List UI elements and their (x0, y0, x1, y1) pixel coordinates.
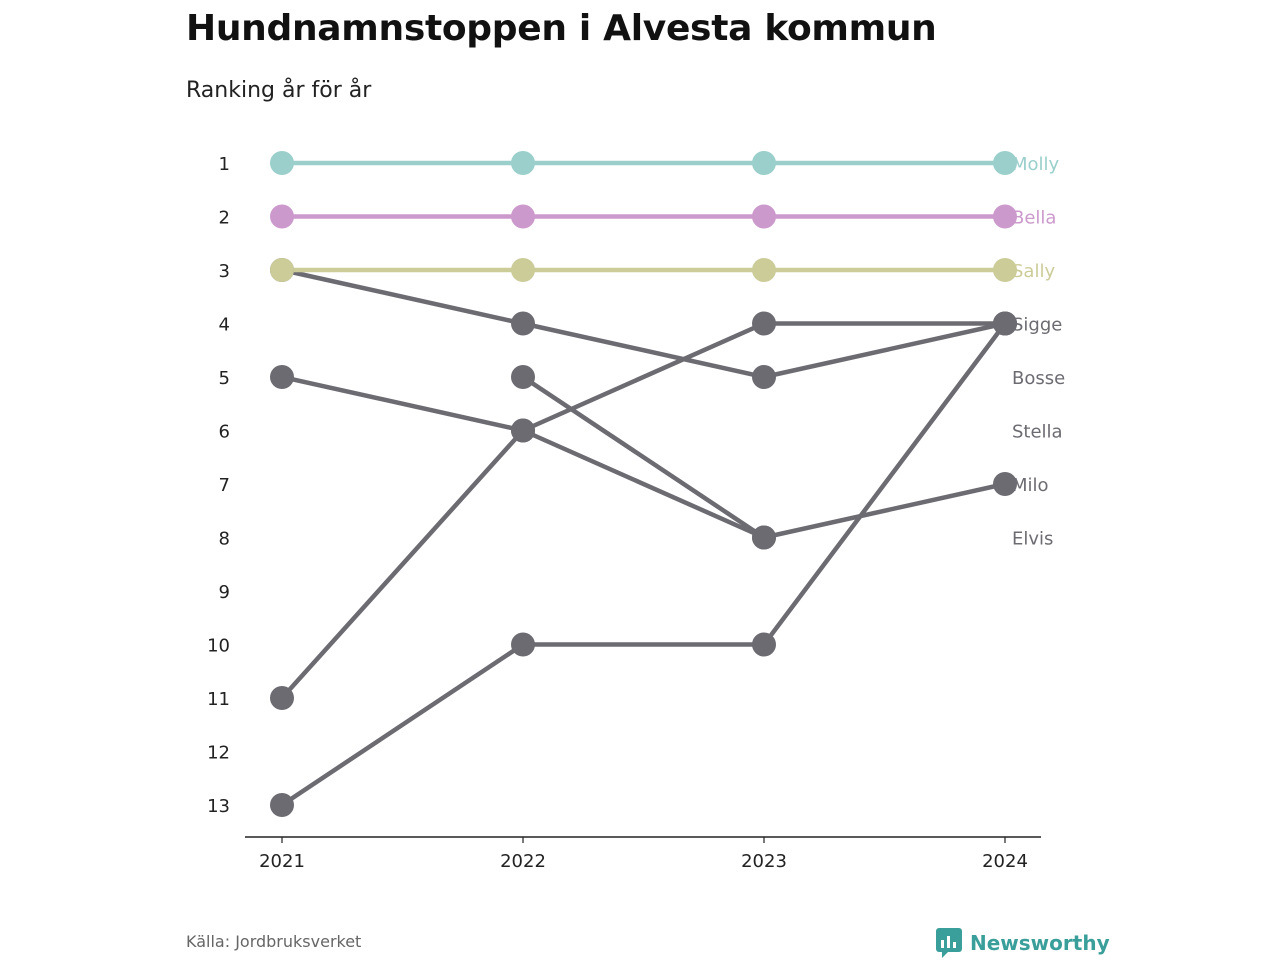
series-label-molly: Molly (1012, 154, 1060, 175)
series-label-sigge: Sigge (1012, 315, 1062, 336)
point-sally (993, 258, 1017, 282)
series-points (270, 151, 1017, 817)
point-bella (511, 204, 535, 229)
point-sigge (270, 686, 294, 710)
source-note: Källa: Jordbruksverket (186, 932, 362, 951)
y-tick-label: 1 (219, 154, 230, 175)
point-sally (511, 258, 535, 282)
y-tick-label: 10 (207, 636, 230, 657)
point-sally (270, 258, 294, 282)
point-molly (270, 151, 294, 175)
point-molly (511, 151, 535, 175)
point-sigge (752, 311, 776, 336)
series-label-sally: Sally (1012, 261, 1055, 282)
x-axis: 2021 2022 2023 2024 (245, 836, 1041, 872)
y-tick-label: 2 (219, 208, 230, 229)
series-label-bella: Bella (1012, 208, 1056, 229)
point-elvis (511, 365, 535, 389)
y-tick-label: 13 (207, 796, 230, 817)
point-molly (752, 151, 776, 175)
y-tick-label: 9 (219, 582, 230, 603)
brand-logo: Newsworthy (936, 928, 1110, 958)
x-tick-label: 2022 (500, 851, 546, 872)
x-tick-label: 2021 (259, 851, 305, 872)
brand-name: Newsworthy (970, 931, 1110, 955)
y-tick-label: 11 (207, 689, 230, 710)
point-bosse (511, 311, 535, 336)
point-bella (752, 204, 776, 229)
series-line-bosse (281, 267, 1006, 380)
y-tick-label: 5 (219, 368, 230, 389)
chart-subtitle: Ranking år för år (186, 78, 372, 103)
point-stella (511, 632, 535, 657)
point-sigge (993, 311, 1017, 336)
point-milo (993, 472, 1017, 496)
point-bosse (752, 365, 776, 389)
series-line-sigge (280, 321, 1005, 700)
point-bella (993, 204, 1017, 229)
series-lines (280, 160, 1007, 807)
point-stella (270, 793, 294, 817)
x-tick-label: 2023 (741, 851, 787, 872)
chart-title: Hundnamnstoppen i Alvesta kommun (186, 8, 937, 49)
x-tick-label: 2024 (982, 851, 1028, 872)
series-label-stella: Stella (1012, 422, 1063, 443)
point-bella (270, 204, 294, 229)
series-line-elvis (521, 375, 766, 540)
y-tick-label: 8 (219, 529, 230, 550)
series-line-milo (281, 374, 1006, 540)
series-line-stella (280, 322, 1007, 807)
y-tick-label: 7 (219, 475, 230, 496)
y-tick-label: 3 (219, 261, 230, 282)
newsworthy-logo-icon (936, 928, 962, 958)
point-sally (752, 258, 776, 282)
point-molly (993, 151, 1017, 175)
point-milo (270, 365, 294, 389)
point-stella (752, 632, 776, 657)
point-sigge (511, 418, 535, 443)
y-tick-label: 12 (207, 743, 230, 764)
series-label-milo: Milo (1012, 475, 1049, 496)
series-label-bosse: Bosse (1012, 368, 1065, 389)
series-label-elvis: Elvis (1012, 529, 1053, 550)
y-tick-label: 4 (219, 315, 230, 336)
y-tick-label: 6 (219, 422, 230, 443)
series-labels: Molly Bella Sally Sigge Bosse Stella Milo Elvis (1012, 154, 1065, 550)
point-milo (752, 525, 776, 550)
